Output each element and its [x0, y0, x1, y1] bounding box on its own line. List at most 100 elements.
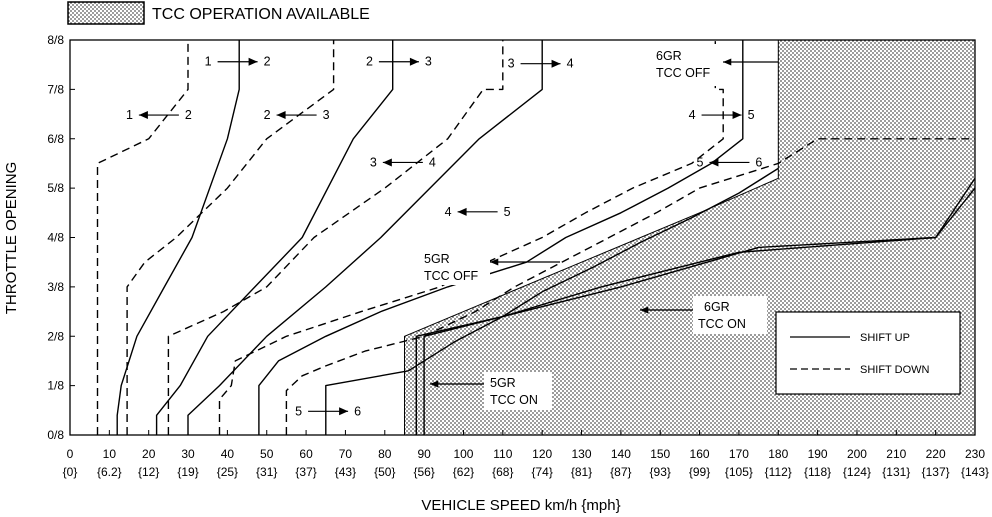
x-tick-label: 170 [729, 447, 749, 461]
x-tick-label: 50 [260, 447, 274, 461]
annotation-to-gear: 3 [425, 55, 432, 69]
x-tick-mph-label: {93} [650, 465, 671, 479]
annotation-to-gear: 6 [354, 404, 361, 418]
svg-text:TCC OFF: TCC OFF [656, 66, 711, 80]
x-tick-mph-label: {0} [63, 465, 78, 479]
x-tick-label: 60 [299, 447, 313, 461]
series-line-5-4-down [218, 40, 724, 435]
x-tick-label: 190 [808, 447, 828, 461]
x-tick-label: 30 [181, 447, 195, 461]
x-tick-label: 100 [453, 447, 473, 461]
label-5gr-tcc-off: 5GR TCC OFF [418, 249, 490, 285]
x-tick-label: 120 [532, 447, 552, 461]
x-tick-mph-label: {62} [453, 465, 474, 479]
annotation-arrow-head [248, 57, 258, 66]
x-tick-mph-label: {19} [177, 465, 198, 479]
chart-legend: SHIFT UP SHIFT DOWN [775, 311, 961, 395]
tcc-legend-swatch [67, 1, 145, 25]
annotation-from-gear: 3 [370, 155, 377, 169]
annotation-from-gear: 4 [445, 205, 452, 219]
annotation-to-gear: 4 [429, 155, 436, 169]
x-tick-label: 180 [768, 447, 788, 461]
series-line-2-1-down [96, 40, 189, 435]
x-tick-mph-label: {137} [922, 465, 950, 479]
annotation-to-gear: 2 [264, 55, 271, 69]
x-tick-label: 10 [103, 447, 117, 461]
x-tick-label: 0 [67, 447, 74, 461]
x-tick-label: 80 [378, 447, 392, 461]
x-axis-title: VEHICLE SPEED km/h {mph} [421, 497, 620, 514]
annotation-from-gear: 5 [696, 155, 703, 169]
annotation-from-gear: 2 [264, 108, 271, 122]
x-tick-mph-label: {112} [765, 465, 792, 479]
x-tick-label: 150 [650, 447, 670, 461]
annotation-to-gear: 2 [185, 108, 192, 122]
x-tick-mph-label: {105} [725, 465, 753, 479]
pointer-6gr-tcc-on [640, 306, 693, 314]
annotation-from-gear: 2 [366, 55, 373, 69]
x-tick-mph-label: {118} [804, 465, 831, 479]
x-tick-mph-label: {25} [217, 465, 238, 479]
svg-text:TCC ON: TCC ON [490, 393, 538, 407]
tcc-legend-label: TCC OPERATION AVAILABLE [152, 6, 370, 23]
series-line-2-3-up [155, 40, 394, 435]
series-line-5-6-up [325, 167, 779, 435]
annotation-from-gear: 3 [508, 57, 515, 71]
x-tick-mph-label: {6.2} [97, 465, 122, 479]
label-5gr-tcc-on: 5GR TCC ON [484, 372, 552, 410]
x-tick-label: 40 [221, 447, 235, 461]
y-tick-label: 4/8 [47, 231, 64, 245]
annotation-arrow-head [339, 407, 349, 416]
annotation-arrow-head [732, 111, 742, 120]
annotation-to-gear: 3 [323, 108, 330, 122]
x-tick-label: 160 [690, 447, 710, 461]
x-tick-label: 70 [339, 447, 353, 461]
series-line-1-2-up [116, 40, 240, 435]
x-tick-mph-label: {87} [610, 465, 631, 479]
label-6gr-tcc-on: 6GR TCC ON [693, 296, 767, 334]
annotation-to-gear: 4 [567, 57, 574, 71]
svg-text:TCC ON: TCC ON [698, 317, 746, 331]
series-line-3-2-down [126, 40, 335, 435]
x-tick-label: 200 [847, 447, 867, 461]
series-line-3-4-up [187, 40, 543, 435]
x-tick-mph-label: {56} [413, 465, 434, 479]
y-tick-label: 8/8 [47, 33, 64, 47]
legend-entry-shift-up: SHIFT UP [860, 332, 910, 344]
annotation-arrow-head [382, 158, 392, 167]
x-tick-mph-label: {143} [961, 465, 989, 479]
x-tick-mph-label: {50} [374, 465, 395, 479]
y-axis-title: THROTTLE OPENING [3, 162, 20, 315]
pointer-5gr-tcc-on [430, 380, 484, 388]
annotation-arrow-head [276, 111, 286, 120]
annotation-from-gear: 5 [295, 404, 302, 418]
svg-text:TCC OFF: TCC OFF [424, 269, 479, 283]
pointer-5gr-tcc-off [490, 258, 560, 266]
x-tick-mph-label: {12} [138, 465, 159, 479]
y-tick-label: 2/8 [47, 329, 64, 343]
annotation-from-gear: 4 [689, 108, 696, 122]
y-tick-label: 1/8 [47, 379, 64, 393]
series-line-6-5-down [285, 138, 975, 435]
x-tick-label: 20 [142, 447, 156, 461]
x-tick-mph-label: {37} [295, 465, 316, 479]
annotation-arrow-head [457, 207, 467, 216]
annotation-to-gear: 6 [755, 155, 762, 169]
x-tick-label: 210 [886, 447, 906, 461]
svg-text:5GR: 5GR [424, 252, 450, 266]
legend-entry-shift-down: SHIFT DOWN [860, 364, 930, 376]
pointer-6gr-tcc-off [723, 58, 778, 66]
annotation-arrow-head [409, 57, 419, 66]
x-tick-mph-label: {99} [689, 465, 710, 479]
x-tick-label: 110 [493, 447, 512, 461]
x-tick-label: 90 [417, 447, 431, 461]
annotation-from-gear: 1 [126, 108, 133, 122]
x-tick-label: 220 [926, 447, 946, 461]
